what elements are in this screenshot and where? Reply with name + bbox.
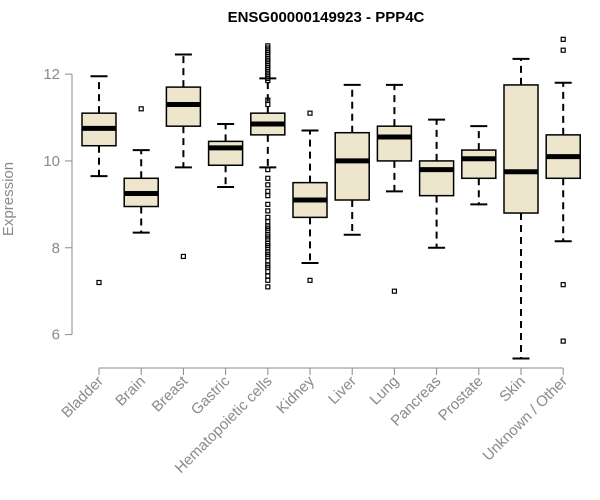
outlier-point bbox=[180, 253, 186, 260]
x-category-label: Prostate bbox=[435, 373, 487, 425]
outlier-point bbox=[560, 36, 566, 42]
outlier-point bbox=[265, 219, 271, 225]
y-tick-label: 6 bbox=[52, 327, 60, 344]
y-tick-label: 12 bbox=[43, 66, 60, 83]
box-kidney bbox=[292, 110, 328, 283]
x-category-label: Liver bbox=[325, 373, 360, 408]
box-brain bbox=[123, 106, 159, 234]
outlier-point bbox=[307, 277, 313, 283]
y-axis: 6 8 10 12 bbox=[43, 66, 73, 344]
outlier-point bbox=[265, 214, 271, 220]
plot-area bbox=[81, 36, 581, 360]
x-category-label: Bladder bbox=[58, 373, 107, 422]
outlier-point bbox=[265, 277, 271, 283]
outlier-point bbox=[265, 269, 271, 275]
outlier-point bbox=[560, 282, 566, 288]
box-liver bbox=[334, 83, 370, 236]
outlier-point bbox=[138, 106, 144, 112]
outlier-point bbox=[265, 193, 271, 199]
y-tick-label: 8 bbox=[52, 240, 60, 257]
box-hematopoietic-cells bbox=[250, 43, 286, 290]
chart-title: ENSG00000149923 - PPP4C bbox=[228, 9, 425, 26]
x-category-label: Brain bbox=[112, 373, 149, 410]
y-tick-label: 10 bbox=[43, 153, 60, 170]
iqr-box bbox=[418, 160, 455, 197]
outlier-point bbox=[265, 175, 271, 181]
x-category-label: Skin bbox=[496, 373, 529, 406]
box-gastric bbox=[207, 123, 244, 188]
iqr-box bbox=[461, 149, 497, 180]
outlier-point bbox=[265, 182, 271, 188]
box-pancreas bbox=[418, 118, 455, 249]
outlier-point bbox=[307, 110, 313, 116]
outlier-point bbox=[560, 47, 566, 53]
box-lung bbox=[376, 83, 413, 294]
outlier-point bbox=[265, 208, 271, 214]
y-axis-label: Expression bbox=[0, 162, 17, 236]
box-breast bbox=[165, 53, 202, 260]
box-unknown-other bbox=[545, 36, 581, 344]
outlier-point bbox=[560, 338, 566, 344]
outlier-point bbox=[265, 188, 271, 194]
box-bladder bbox=[81, 75, 117, 286]
iqr-box bbox=[376, 125, 413, 162]
outlier-point bbox=[265, 77, 271, 84]
outlier-point bbox=[391, 288, 397, 294]
x-category-label: Lung bbox=[367, 373, 403, 409]
x-category-label: Breast bbox=[149, 372, 192, 415]
outlier-point bbox=[265, 258, 271, 264]
outlier-point bbox=[96, 279, 102, 286]
outlier-point bbox=[265, 167, 271, 173]
box-skin bbox=[503, 57, 539, 360]
iqr-box bbox=[334, 131, 370, 201]
iqr-box bbox=[503, 84, 539, 214]
box-prostate bbox=[461, 125, 497, 206]
outlier-point bbox=[265, 101, 271, 108]
outlier-point bbox=[265, 201, 271, 207]
outlier-point bbox=[265, 273, 271, 279]
iqr-box bbox=[207, 140, 244, 167]
x-category-label: Kidney bbox=[273, 372, 318, 417]
outlier-point bbox=[265, 284, 271, 290]
